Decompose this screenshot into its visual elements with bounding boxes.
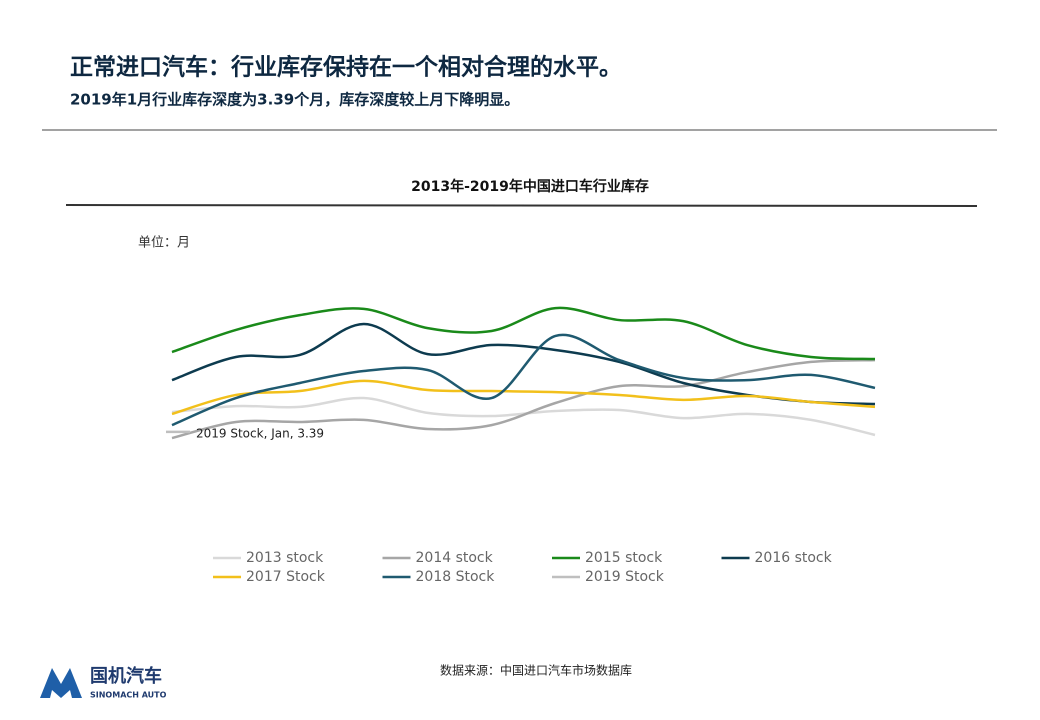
series-line <box>171 396 876 437</box>
legend: 2013 stock 2014 stock 2015 stock 2016 stock… <box>213 550 833 585</box>
slide-subtitle: 2019年1月行业库存深度为3.39个月，库存深度较上月下降明显。 <box>70 91 519 109</box>
unit-label: 单位：月 <box>138 236 190 251</box>
series-line <box>171 306 876 361</box>
logo-cn: 国机汽车 <box>90 665 162 687</box>
logo-en: SINOMACH AUTO <box>90 691 167 700</box>
chart-title-rule <box>65 204 978 207</box>
legend-label: 2018 Stock <box>416 569 496 585</box>
series-line <box>171 333 876 427</box>
series-line <box>171 358 876 440</box>
chart-title: 2013年-2019年中国进口车行业库存 <box>411 178 649 195</box>
slide-title: 正常进口汽车：行业库存保持在一个相对合理的水平。 <box>70 54 622 81</box>
plot: 2019 Stock, Jan, 3.39 <box>166 306 876 440</box>
annotation: 2019 Stock, Jan, 3.39 <box>196 426 324 440</box>
legend-label: 2014 stock <box>416 550 494 566</box>
legend-label: 2016 stock <box>755 550 833 566</box>
logo: 国机汽车 SINOMACH AUTO <box>40 665 167 700</box>
source-note: 数据来源：中国进口汽车市场数据库 <box>440 663 632 678</box>
legend-label: 2013 stock <box>246 550 324 566</box>
legend-label: 2015 stock <box>585 550 663 566</box>
legend-label: 2019 Stock <box>585 569 665 585</box>
series-line <box>171 379 876 416</box>
legend-label: 2017 Stock <box>246 569 326 585</box>
logo-mark <box>40 668 82 698</box>
